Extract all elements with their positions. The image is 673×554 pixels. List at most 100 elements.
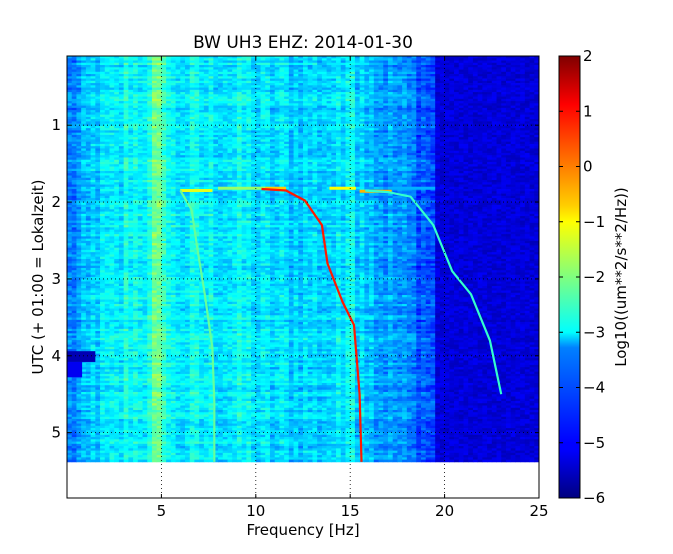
heatmap-cell	[387, 150, 394, 154]
heatmap-cell	[444, 155, 450, 158]
heatmap-cell	[67, 166, 73, 170]
heatmap-cell	[421, 164, 427, 167]
heatmap-cell	[468, 150, 474, 154]
heatmap-cell	[496, 71, 502, 75]
heatmap-cell	[472, 112, 479, 116]
heatmap-cell	[496, 134, 502, 138]
heatmap-cell	[118, 65, 125, 68]
heatmap-cell	[449, 166, 455, 170]
heatmap-cell	[288, 58, 294, 61]
heatmap-cell	[203, 148, 209, 152]
heatmap-cell	[298, 130, 304, 134]
heatmap-cell	[505, 152, 512, 156]
heatmap-cell	[137, 65, 143, 68]
heatmap-cell	[236, 87, 243, 91]
heatmap-cell	[100, 164, 106, 167]
heatmap-cell	[203, 137, 209, 140]
heatmap-cell	[137, 134, 143, 138]
heatmap-cell	[260, 105, 266, 109]
heatmap-cell	[213, 62, 219, 66]
heatmap-cell	[236, 65, 243, 68]
heatmap-cell	[340, 159, 346, 163]
heatmap-cell	[166, 105, 172, 109]
heatmap-cell	[421, 146, 427, 149]
heatmap-cell	[529, 80, 535, 84]
heatmap-cell	[444, 119, 450, 122]
heatmap-cell	[387, 110, 394, 113]
heatmap-cell	[208, 103, 214, 106]
heatmap-cell	[487, 62, 493, 66]
heatmap-cell	[491, 87, 497, 91]
heatmap-cell	[67, 157, 73, 161]
heatmap-cell	[387, 125, 394, 129]
heatmap-cell	[463, 125, 469, 129]
heatmap-cell	[218, 139, 224, 143]
heatmap-cell	[185, 143, 191, 147]
heatmap-cell	[137, 98, 143, 102]
heatmap-cell	[246, 74, 252, 77]
heatmap-cell	[472, 128, 479, 131]
heatmap-cell	[109, 159, 115, 163]
heatmap-cell	[67, 103, 73, 106]
heatmap-cell	[175, 74, 181, 77]
heatmap-cell	[397, 141, 403, 145]
heatmap-cell	[288, 121, 294, 125]
heatmap-cell	[137, 139, 143, 143]
heatmap-cell	[128, 134, 134, 138]
heatmap-cell	[67, 94, 73, 97]
heatmap-cell	[85, 139, 91, 143]
heatmap-cell	[104, 87, 110, 91]
heatmap-cell	[331, 89, 337, 93]
heatmap-cell	[255, 103, 261, 106]
heatmap-cell	[269, 150, 276, 154]
heatmap-cell	[307, 87, 313, 91]
heatmap-cell	[203, 114, 209, 118]
heatmap-cell	[128, 92, 134, 95]
heatmap-cell	[142, 76, 148, 79]
heatmap-cell	[246, 148, 252, 152]
heatmap-cell	[345, 103, 351, 106]
heatmap-cell	[288, 146, 294, 149]
heatmap-cell	[118, 143, 125, 147]
heatmap-cell	[387, 101, 394, 104]
heatmap-cell	[515, 152, 521, 156]
heatmap-cell	[534, 141, 539, 145]
heatmap-cell	[71, 121, 77, 125]
heatmap-cell	[269, 155, 276, 158]
heatmap-cell	[491, 148, 497, 152]
heatmap-cell	[293, 105, 299, 109]
heatmap-cell	[501, 67, 507, 70]
heatmap-cell	[236, 141, 243, 145]
heatmap-cell	[203, 101, 209, 104]
heatmap-cell	[166, 58, 172, 61]
heatmap-cell	[208, 69, 214, 73]
heatmap-cell	[236, 143, 243, 147]
heatmap-cell	[482, 164, 488, 167]
heatmap-cell	[236, 101, 243, 104]
heatmap-cell	[298, 62, 304, 66]
heatmap-cell	[142, 56, 148, 59]
heatmap-cell	[260, 119, 266, 122]
heatmap-cell	[477, 87, 483, 91]
heatmap-cell	[255, 87, 261, 91]
heatmap-cell	[288, 76, 294, 79]
heatmap-cell	[170, 139, 176, 143]
heatmap-cell	[364, 164, 370, 167]
heatmap-cell	[369, 159, 375, 163]
heatmap-cell	[137, 121, 143, 125]
heatmap-cell	[402, 123, 408, 127]
heatmap-cell	[482, 56, 488, 59]
heatmap-cell	[208, 143, 214, 147]
heatmap-cell	[312, 110, 318, 113]
heatmap-cell	[411, 121, 417, 125]
heatmap-cell	[118, 125, 125, 129]
heatmap-cell	[95, 107, 101, 111]
heatmap-cell	[298, 98, 304, 102]
heatmap-cell	[147, 71, 153, 75]
heatmap-cell	[109, 107, 115, 111]
heatmap-cell	[222, 139, 228, 143]
heatmap-cell	[227, 150, 233, 154]
heatmap-cell	[472, 150, 479, 154]
heatmap-cell	[397, 155, 403, 158]
heatmap-cell	[354, 157, 361, 161]
